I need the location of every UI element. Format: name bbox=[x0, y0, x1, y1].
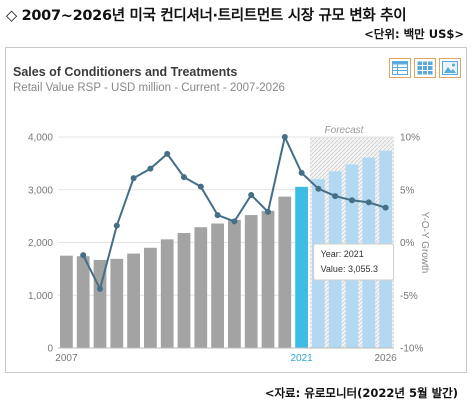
chart-plot: Forecast 0 1,000 2,000 3,000 4,000 -10% -5% 0% 5… bbox=[28, 125, 430, 364]
bar-2013 bbox=[160, 239, 174, 348]
growth-point-2017 bbox=[231, 218, 238, 225]
growth-point-2026 bbox=[382, 204, 389, 211]
forecast-label: Forecast bbox=[325, 125, 365, 136]
x-tick-label: 2007 bbox=[55, 353, 78, 364]
bar-2020 bbox=[278, 196, 292, 348]
y-left-tick-label: 1,000 bbox=[28, 291, 53, 302]
grid-view-icon[interactable] bbox=[414, 58, 436, 78]
y-left-tick-label: 0 bbox=[47, 344, 53, 355]
growth-point-2025 bbox=[365, 199, 372, 206]
y-right-tick-label: 5% bbox=[400, 185, 415, 196]
bar-2019 bbox=[261, 210, 275, 348]
tooltip-box bbox=[313, 243, 395, 281]
chart-panel: Sales of Conditioners and Treatments Ret… bbox=[5, 47, 467, 373]
table-view-icon[interactable] bbox=[389, 58, 411, 78]
growth-point-2018 bbox=[248, 192, 255, 199]
x-tick-label: 2021 bbox=[290, 353, 313, 364]
growth-point-2020 bbox=[281, 134, 288, 140]
unit-label: <단위: 백만 US$> bbox=[364, 27, 464, 41]
bar-2016 bbox=[211, 223, 224, 348]
y-left-tick-label: 2,000 bbox=[28, 238, 53, 249]
chart-image-icon[interactable] bbox=[439, 58, 461, 78]
source-note: <자료: 유로모니터(2022년 5월 발간) bbox=[264, 386, 458, 400]
chart-subtitle: Retail Value RSP - USD million - Current… bbox=[13, 82, 285, 94]
growth-point-2013 bbox=[164, 150, 171, 157]
growth-point-2014 bbox=[181, 174, 187, 181]
chart-title: Sales of Conditioners and Treatments bbox=[13, 65, 238, 79]
bar-2015 bbox=[194, 227, 208, 348]
chart-toolbar bbox=[389, 58, 461, 78]
growth-point-2010 bbox=[113, 222, 120, 229]
bar-2010 bbox=[110, 258, 124, 348]
y-left-tick-label: 3,000 bbox=[28, 185, 53, 196]
y-right-tick-label: -5% bbox=[400, 291, 418, 302]
bar-2007 bbox=[60, 255, 73, 348]
y-right-tick-label: 10% bbox=[400, 133, 420, 144]
bar-2018 bbox=[244, 215, 258, 348]
bar-2017 bbox=[228, 219, 241, 348]
y-right-axis-label: Y-O-Y Growth bbox=[419, 212, 430, 274]
y-right-tick-label: 0% bbox=[400, 238, 415, 249]
growth-point-2011 bbox=[130, 175, 137, 182]
tooltip-year: Year: 2021 bbox=[321, 249, 364, 259]
growth-point-2008 bbox=[80, 252, 87, 259]
growth-point-2015 bbox=[197, 183, 204, 190]
x-tick-label: 2026 bbox=[374, 353, 397, 364]
tooltip-value: Value: 3,055.3 bbox=[321, 264, 378, 274]
growth-point-2023 bbox=[332, 193, 339, 200]
bar-2011 bbox=[127, 253, 140, 348]
growth-point-2012 bbox=[147, 165, 154, 172]
growth-point-2016 bbox=[214, 212, 221, 219]
bar-2012 bbox=[144, 247, 157, 348]
growth-point-2021 bbox=[298, 169, 305, 176]
bar-2014 bbox=[177, 233, 191, 348]
y-right-tick-label: -10% bbox=[400, 344, 423, 355]
growth-point-2022 bbox=[315, 185, 322, 192]
growth-point-2024 bbox=[349, 197, 355, 204]
growth-point-2009 bbox=[97, 285, 103, 292]
growth-point-2019 bbox=[265, 208, 271, 215]
bar-2021 bbox=[295, 186, 308, 348]
y-left-tick-label: 4,000 bbox=[28, 133, 53, 144]
bar-2008 bbox=[76, 256, 90, 348]
page-title: ◇ 2007~2026년 미국 컨디셔너·트리트먼트 시장 규모 변화 추이 bbox=[6, 8, 407, 24]
